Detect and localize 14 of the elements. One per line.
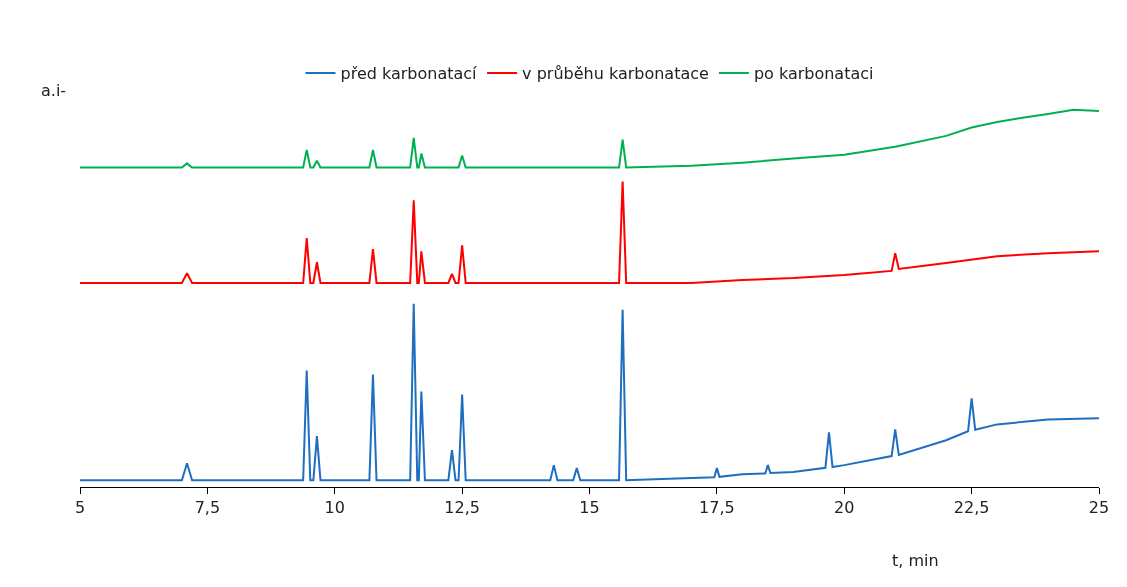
x-tick-label: 12,5 [444, 498, 480, 518]
y-axis-title: a.i- [41, 81, 67, 100]
legend-label: v průběhu karbonatace [522, 64, 709, 84]
x-axis-title: t, min [892, 551, 939, 570]
legend-label: před karbonatací [340, 64, 478, 84]
x-tick-label: 10 [324, 498, 345, 518]
x-tick-label: 25 [1088, 498, 1110, 518]
x-tick-label: 7,5 [194, 498, 221, 518]
x-tick-label: 22,5 [953, 498, 990, 518]
x-tick-label: 15 [579, 498, 600, 518]
legend-label: po karbonataci [753, 64, 874, 84]
x-tick-label: 20 [834, 498, 855, 518]
x-tick-label: 5 [74, 498, 86, 518]
x-tick-label: 17,5 [699, 498, 735, 518]
